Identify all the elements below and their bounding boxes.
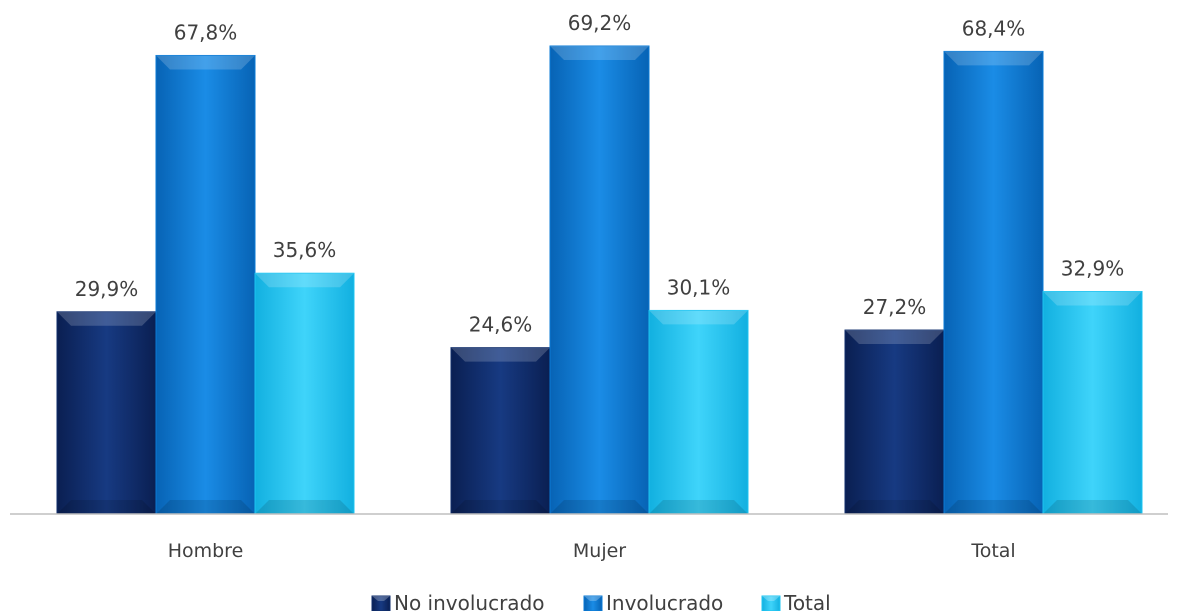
legend-item-involucrado: Involucrado [583,591,723,611]
data-label: 29,9% [75,277,139,301]
legend-swatch [371,595,391,611]
data-label: 30,1% [667,275,731,299]
legend-item-no-involucrado: No involucrado [371,591,545,611]
bar-total-total [1042,290,1143,515]
data-label: 67,8% [174,20,238,44]
bar-hombre-total [254,272,355,515]
legend-label: No involucrado [394,591,545,611]
data-label: 32,9% [1061,256,1125,280]
data-label: 24,6% [469,313,533,337]
category-label: Total [970,540,1015,562]
bar-hombre-no-involucrado [56,311,157,515]
bar-mujer-total [648,309,749,515]
bars-layer [56,45,1143,515]
bar-total-involucrado [943,50,1044,515]
legend-swatch [583,595,603,611]
legend-label: Total [783,591,831,611]
category-label: Hombre [168,540,244,562]
legend: No involucrado Involucrado Total [371,591,831,611]
bar-mujer-involucrado [549,45,650,515]
data-label: 35,6% [273,238,337,262]
bar-mujer-no-involucrado [450,347,551,515]
category-labels-layer: Hombre Mujer Total [168,540,1016,562]
legend-item-total: Total [761,591,831,611]
legend-swatch [761,595,781,611]
bar-hombre-involucrado [155,54,256,515]
data-label: 69,2% [568,11,632,35]
data-labels-layer: 29,9% 67,8% 35,6% 24,6% 69,2% 30,1% 27,2% 68,4%… [75,11,1125,337]
data-label: 27,2% [863,295,927,319]
bar-total-no-involucrado [844,329,945,515]
category-label: Mujer [573,540,626,562]
data-label: 68,4% [962,16,1026,40]
legend-label: Involucrado [606,591,723,611]
